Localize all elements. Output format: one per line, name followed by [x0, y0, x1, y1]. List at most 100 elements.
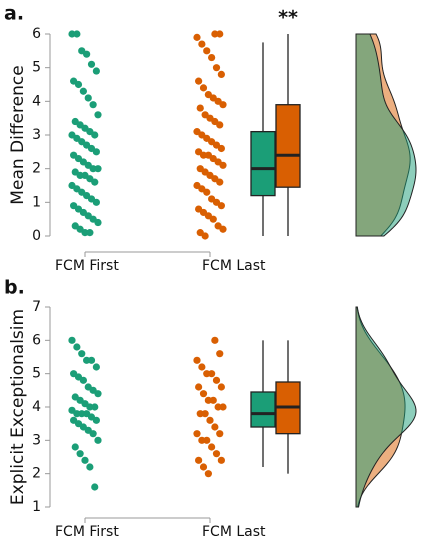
data-point [212, 64, 221, 72]
y-tick-label: 0 [32, 228, 41, 244]
data-point [201, 232, 209, 240]
data-point [193, 430, 201, 438]
data-point [219, 403, 227, 411]
data-point [92, 67, 100, 75]
data-point [94, 165, 102, 173]
data-point [217, 202, 225, 210]
data-point [216, 121, 224, 129]
data-point [92, 416, 100, 424]
data-point [73, 343, 81, 351]
data-point [74, 80, 83, 89]
data-point [87, 356, 96, 364]
y-tick-label: 3 [32, 432, 41, 448]
panel-label: a. [4, 3, 24, 25]
data-point [211, 423, 219, 431]
data-point [86, 463, 94, 471]
box [250, 130, 276, 197]
y-tick-label: 4 [32, 399, 41, 415]
data-point [196, 104, 204, 112]
y-tick-label: 2 [32, 466, 41, 482]
data-point [92, 363, 100, 371]
data-point [209, 215, 217, 223]
data-point [216, 30, 224, 38]
data-point [79, 376, 87, 384]
data-point [199, 463, 208, 471]
y-tick-label: 2 [32, 161, 41, 177]
data-point [92, 198, 100, 206]
data-point [203, 188, 211, 196]
data-point [89, 430, 97, 438]
data-point [212, 450, 221, 458]
data-point [87, 60, 96, 68]
y-axis-label: Mean Difference [8, 65, 28, 204]
data-point [195, 77, 203, 85]
data-point [86, 229, 94, 237]
y-tick-label: 3 [32, 127, 41, 143]
data-point [94, 436, 102, 444]
data-point [199, 390, 208, 398]
data-point [71, 443, 79, 451]
data-point [68, 336, 76, 344]
data-point [203, 47, 211, 55]
data-point [78, 350, 86, 358]
data-point [217, 456, 225, 464]
y-tick-label: 6 [32, 332, 41, 348]
y-tick-label: 6 [32, 26, 41, 42]
data-point [94, 390, 102, 398]
data-point [208, 443, 216, 451]
data-point [203, 436, 211, 444]
data-point [204, 470, 212, 478]
data-point [83, 50, 91, 58]
data-point [193, 33, 201, 41]
y-tick-label: 4 [32, 93, 41, 109]
data-point [84, 94, 92, 102]
data-point [217, 144, 225, 153]
data-point [79, 87, 87, 95]
density [355, 33, 417, 237]
data-point [91, 483, 99, 491]
data-point [195, 383, 203, 391]
data-point [193, 356, 201, 364]
y-tick-label: 5 [32, 60, 41, 76]
data-point [198, 40, 206, 48]
data-point [73, 30, 81, 38]
data-point [76, 450, 84, 458]
y-tick-label: 5 [32, 366, 41, 382]
x-tick-label: FCM First [55, 524, 119, 540]
y-tick-label: 7 [32, 299, 41, 315]
data-point [201, 410, 209, 418]
data-point [216, 178, 224, 186]
data-point [91, 178, 99, 186]
data-point [199, 84, 208, 92]
data-point [89, 101, 97, 109]
box [275, 104, 301, 188]
y-tick-label: 1 [32, 499, 41, 515]
data-point [198, 363, 206, 371]
x-tick-label: FCM Last [202, 524, 266, 540]
data-point [217, 70, 225, 78]
density [355, 306, 417, 508]
data-point [94, 111, 102, 119]
data-point [212, 376, 221, 384]
data-point [81, 456, 89, 464]
data-point [206, 416, 214, 424]
data-point [216, 430, 224, 438]
data-point [208, 370, 216, 378]
data-point [219, 161, 227, 169]
data-point [209, 396, 217, 404]
data-point [195, 456, 203, 464]
data-point [91, 403, 99, 411]
annotation: ** [278, 7, 298, 29]
data-point [92, 148, 100, 156]
y-tick-label: 1 [32, 194, 41, 210]
panel-label: b. [4, 277, 25, 299]
box [250, 391, 276, 428]
x-tick-label: FCM Last [202, 258, 266, 274]
data-point [208, 53, 216, 62]
data-point [211, 336, 219, 344]
x-tick-label: FCM First [55, 258, 119, 274]
data-point [219, 101, 227, 109]
data-point [91, 131, 99, 139]
data-point [216, 350, 224, 358]
